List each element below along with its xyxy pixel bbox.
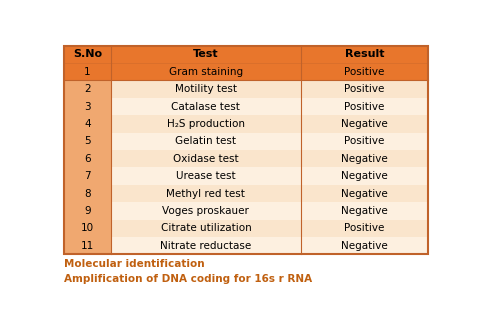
Bar: [64, 185, 111, 202]
Text: Positive: Positive: [344, 84, 384, 94]
Bar: [64, 202, 111, 220]
Text: Negative: Negative: [341, 189, 388, 198]
Bar: [64, 237, 111, 255]
Bar: [300, 150, 428, 167]
Bar: [111, 237, 300, 255]
Bar: [64, 133, 111, 150]
Text: Result: Result: [345, 49, 384, 59]
Bar: [300, 133, 428, 150]
Text: 5: 5: [84, 136, 91, 146]
Bar: [111, 185, 300, 202]
Bar: [300, 98, 428, 115]
Text: Negative: Negative: [341, 241, 388, 251]
Text: 4: 4: [84, 119, 91, 129]
Text: 9: 9: [84, 206, 91, 216]
Bar: [111, 167, 300, 185]
Text: Urease test: Urease test: [176, 171, 236, 181]
Text: Nitrate reductase: Nitrate reductase: [160, 241, 252, 251]
Bar: [300, 167, 428, 185]
Text: 7: 7: [84, 171, 91, 181]
Text: Negative: Negative: [341, 119, 388, 129]
Bar: [300, 80, 428, 98]
Text: 8: 8: [84, 189, 91, 198]
Bar: [64, 220, 111, 237]
Bar: [111, 80, 300, 98]
Bar: [111, 115, 300, 133]
Text: Oxidase test: Oxidase test: [173, 154, 239, 164]
Bar: [300, 115, 428, 133]
Text: 1: 1: [84, 67, 91, 77]
Text: Citrate utilization: Citrate utilization: [160, 223, 251, 233]
Text: Test: Test: [193, 49, 219, 59]
Bar: [300, 220, 428, 237]
Bar: [111, 150, 300, 167]
Bar: [64, 150, 111, 167]
Text: Negative: Negative: [341, 206, 388, 216]
Text: Positive: Positive: [344, 223, 384, 233]
Bar: [64, 80, 111, 98]
Text: 6: 6: [84, 154, 91, 164]
Text: H₂S production: H₂S production: [167, 119, 245, 129]
Text: Methyl red test: Methyl red test: [167, 189, 245, 198]
Bar: [64, 167, 111, 185]
Text: Gram staining: Gram staining: [169, 67, 243, 77]
Bar: [64, 98, 111, 115]
Text: Negative: Negative: [341, 154, 388, 164]
Text: 11: 11: [81, 241, 94, 251]
Text: Gelatin test: Gelatin test: [175, 136, 236, 146]
Bar: [64, 46, 428, 80]
Bar: [300, 185, 428, 202]
Text: 3: 3: [84, 101, 91, 112]
Text: S.No: S.No: [73, 49, 102, 59]
Bar: [300, 202, 428, 220]
Text: Positive: Positive: [344, 101, 384, 112]
Text: Amplification of DNA coding for 16s r RNA: Amplification of DNA coding for 16s r RN…: [64, 274, 312, 284]
Bar: [111, 133, 300, 150]
Text: Positive: Positive: [344, 136, 384, 146]
Text: Positive: Positive: [344, 67, 384, 77]
Text: Voges proskauer: Voges proskauer: [162, 206, 249, 216]
Bar: [111, 202, 300, 220]
Text: Molecular identification: Molecular identification: [64, 259, 204, 269]
Bar: [300, 237, 428, 255]
Text: Motility test: Motility test: [175, 84, 237, 94]
Text: Negative: Negative: [341, 171, 388, 181]
Text: 2: 2: [84, 84, 91, 94]
Bar: [111, 98, 300, 115]
Text: 10: 10: [81, 223, 94, 233]
Bar: [64, 46, 428, 255]
Bar: [111, 220, 300, 237]
Text: Catalase test: Catalase test: [171, 101, 240, 112]
Bar: [64, 115, 111, 133]
